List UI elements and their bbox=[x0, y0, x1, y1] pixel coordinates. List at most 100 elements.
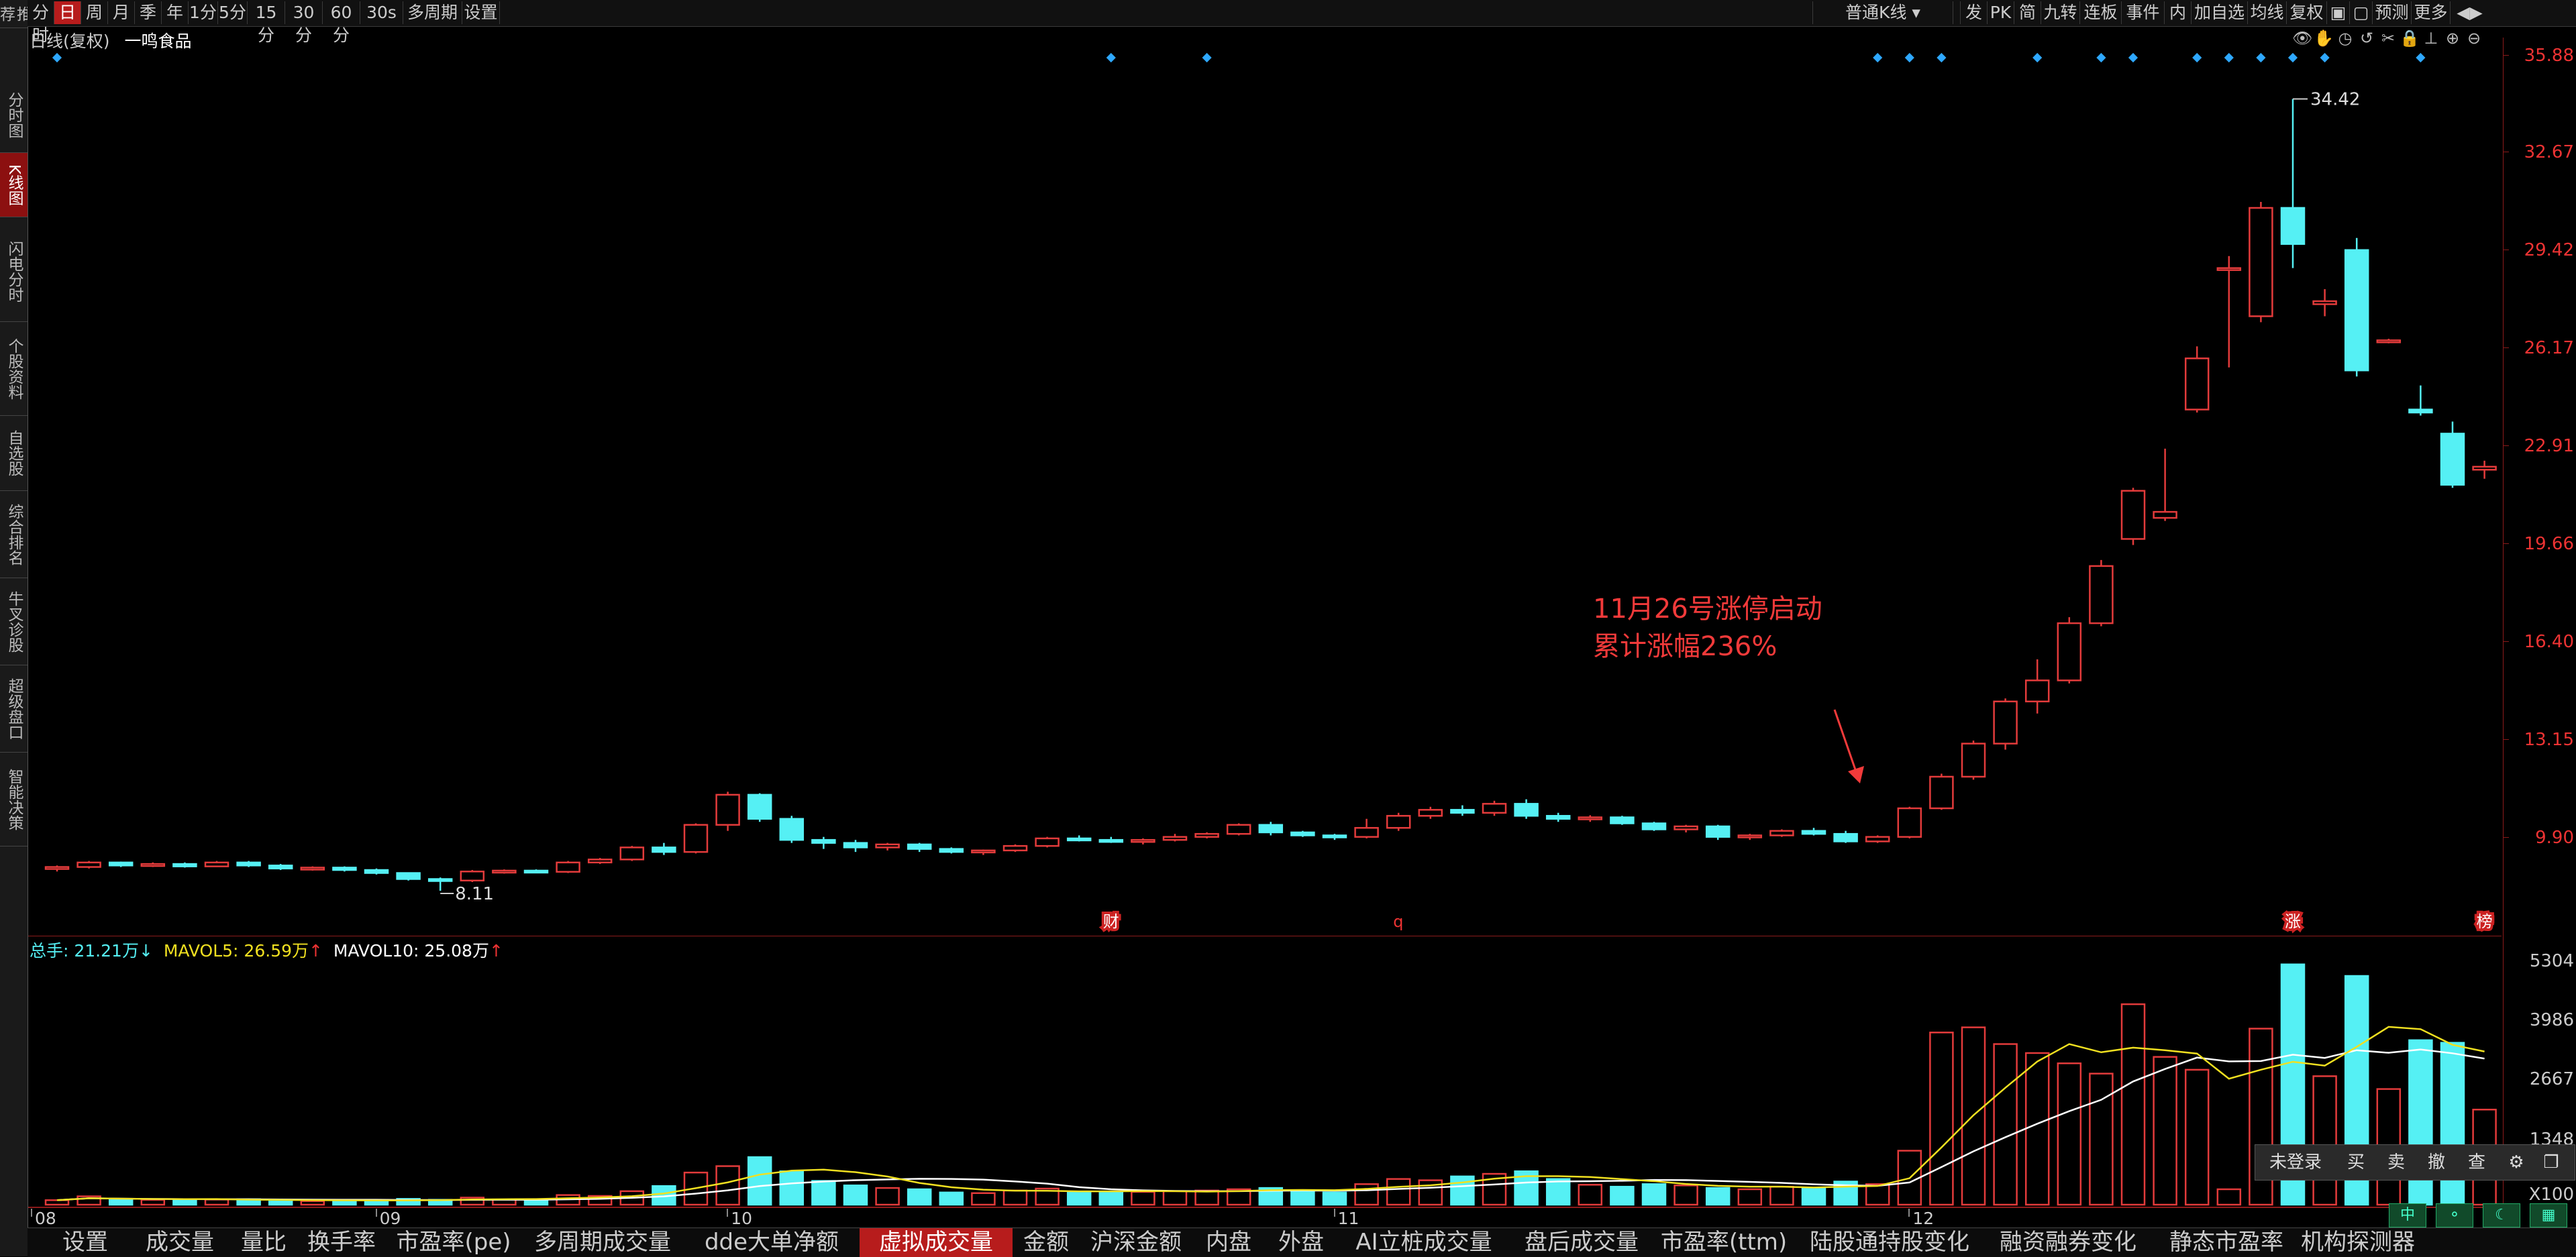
candle-45[interactable] bbox=[1482, 800, 1507, 816]
event-marker-8[interactable] bbox=[2128, 52, 2139, 63]
event-label-1[interactable]: q bbox=[1393, 912, 1403, 931]
candle-47[interactable] bbox=[1545, 812, 1571, 822]
event-marker-2[interactable] bbox=[1202, 52, 1212, 63]
candle-2[interactable] bbox=[108, 861, 134, 867]
candle-21[interactable] bbox=[715, 791, 740, 831]
volume-bar-28[interactable] bbox=[939, 1191, 964, 1206]
candle-11[interactable] bbox=[396, 872, 421, 881]
indicator-tab-14[interactable]: 市盈率(ttm) bbox=[1660, 1229, 1788, 1256]
volume-bar-29[interactable] bbox=[971, 1192, 996, 1206]
period-13[interactable]: 设置 bbox=[462, 1, 500, 24]
period-10[interactable]: 60分 bbox=[323, 1, 360, 45]
volume-bar-49[interactable] bbox=[1610, 1185, 1635, 1206]
volume-bar-68[interactable] bbox=[2216, 1188, 2242, 1206]
volume-bar-35[interactable] bbox=[1162, 1190, 1188, 1206]
event-marker-13[interactable] bbox=[2320, 52, 2330, 63]
zoom-in-icon[interactable]: ⊕ bbox=[2445, 29, 2460, 48]
indicator-tab-3[interactable]: 换手率 bbox=[307, 1229, 376, 1256]
event-marker-12[interactable] bbox=[2287, 52, 2298, 63]
candle-10[interactable] bbox=[364, 868, 389, 875]
toolbar-button-12[interactable]: 预测 bbox=[2372, 1, 2411, 24]
period-8[interactable]: 15分 bbox=[248, 1, 285, 45]
volume-bar-42[interactable] bbox=[1386, 1178, 1411, 1206]
period-5[interactable]: 年 bbox=[162, 1, 189, 24]
volume-bar-54[interactable] bbox=[1769, 1185, 1794, 1206]
candle-72[interactable] bbox=[2344, 237, 2369, 377]
volume-bar-63[interactable] bbox=[2057, 1062, 2082, 1206]
indicator-icon[interactable]: ⚬ bbox=[2436, 1203, 2473, 1227]
event-marker-3[interactable] bbox=[1873, 52, 1883, 63]
toolbar-button-6[interactable]: 内 bbox=[2164, 1, 2191, 24]
replay-icon[interactable]: ◷ bbox=[2338, 29, 2353, 48]
candle-75[interactable] bbox=[2440, 421, 2465, 488]
event-label-2[interactable]: 涨 bbox=[2282, 910, 2304, 934]
candle-8[interactable] bbox=[300, 866, 325, 871]
volume-bar-30[interactable] bbox=[1002, 1189, 1028, 1206]
volume-bar-59[interactable] bbox=[1929, 1032, 1954, 1206]
candle-6[interactable] bbox=[236, 861, 261, 867]
candle-30[interactable] bbox=[1002, 844, 1028, 853]
period-11[interactable]: 30s bbox=[360, 1, 403, 24]
indicator-tab-9[interactable]: 沪深金额 bbox=[1090, 1229, 1182, 1256]
indicator-tab-1[interactable]: 成交量 bbox=[146, 1229, 214, 1256]
candle-50[interactable] bbox=[1641, 822, 1667, 831]
candle-62[interactable] bbox=[2024, 659, 2050, 714]
toolbar-button-3[interactable]: 九转 bbox=[2041, 1, 2079, 24]
candle-69[interactable] bbox=[2249, 201, 2273, 323]
volume-bar-26[interactable] bbox=[875, 1187, 900, 1206]
volume-bar-50[interactable] bbox=[1641, 1183, 1667, 1206]
event-marker-5[interactable] bbox=[1937, 52, 1947, 63]
volume-bar-22[interactable] bbox=[747, 1156, 772, 1206]
toolbar-button-4[interactable]: 连板 bbox=[2079, 1, 2121, 24]
candle-41[interactable] bbox=[1354, 818, 1379, 838]
settings-icon[interactable]: ⚙ bbox=[2508, 1152, 2524, 1172]
candle-54[interactable] bbox=[1769, 829, 1794, 837]
zoom-out-icon[interactable]: ⊖ bbox=[2467, 29, 2481, 48]
volume-bar-44[interactable] bbox=[1450, 1175, 1475, 1206]
sidebar-item-0[interactable]: 推荐 bbox=[0, 0, 32, 28]
candle-53[interactable] bbox=[1737, 834, 1763, 840]
volume-bar-52[interactable] bbox=[1705, 1187, 1731, 1206]
candle-63[interactable] bbox=[2057, 617, 2082, 684]
period-4[interactable]: 季 bbox=[135, 1, 162, 24]
candle-13[interactable] bbox=[460, 870, 485, 882]
candle-74[interactable] bbox=[2408, 385, 2433, 416]
volume-bar-65[interactable] bbox=[2120, 1003, 2146, 1206]
period-1[interactable]: 日 bbox=[54, 1, 81, 24]
toolbar-button-7[interactable]: 加自选 bbox=[2191, 1, 2247, 24]
volume-bar-4[interactable] bbox=[172, 1199, 197, 1206]
indicator-tab-13[interactable]: 盘后成交量 bbox=[1525, 1229, 1639, 1256]
candle-20[interactable] bbox=[683, 823, 709, 854]
event-marker-4[interactable] bbox=[1904, 52, 1914, 63]
candle-1[interactable] bbox=[76, 861, 101, 869]
candle-22[interactable] bbox=[747, 793, 772, 822]
toolbar-button-2[interactable]: 简 bbox=[2014, 1, 2041, 24]
indicator-tab-8[interactable]: 金额 bbox=[1023, 1229, 1069, 1256]
volume-bar-39[interactable] bbox=[1290, 1189, 1315, 1206]
indicator-tab-15[interactable]: 陆股通持股变化 bbox=[1810, 1229, 1969, 1256]
period-6[interactable]: 1分 bbox=[189, 1, 218, 24]
volume-bar-24[interactable] bbox=[811, 1180, 836, 1206]
undo-icon[interactable]: ↺ bbox=[2359, 29, 2374, 48]
volume-bar-40[interactable] bbox=[1322, 1191, 1347, 1206]
volume-bar-67[interactable] bbox=[2184, 1069, 2210, 1206]
candle-49[interactable] bbox=[1610, 816, 1635, 825]
candle-51[interactable] bbox=[1673, 824, 1698, 832]
candle-32[interactable] bbox=[1066, 835, 1092, 842]
period-0[interactable]: 分时 bbox=[28, 1, 54, 45]
sidebar-item-5[interactable]: 自选股 bbox=[0, 416, 28, 491]
candle-65[interactable] bbox=[2120, 488, 2146, 545]
indicator-tab-7[interactable]: 虚拟成交量 bbox=[860, 1228, 1013, 1257]
event-marker-11[interactable] bbox=[2256, 52, 2266, 63]
volume-bar-53[interactable] bbox=[1737, 1188, 1763, 1206]
candle-56[interactable] bbox=[1833, 830, 1858, 843]
sidebar-item-9[interactable]: 智能决策 bbox=[0, 753, 28, 846]
candle-24[interactable] bbox=[811, 836, 836, 849]
event-marker-10[interactable] bbox=[2224, 52, 2234, 63]
candle-31[interactable] bbox=[1035, 836, 1060, 848]
indicator-tab-16[interactable]: 融资融券变化 bbox=[2000, 1229, 2136, 1256]
event-marker-14[interactable] bbox=[2416, 52, 2426, 63]
event-marker-6[interactable] bbox=[2032, 52, 2043, 63]
kline-type-select[interactable]: 普通K线 ▾ bbox=[1812, 1, 1953, 24]
volume-bar-36[interactable] bbox=[1194, 1189, 1219, 1206]
